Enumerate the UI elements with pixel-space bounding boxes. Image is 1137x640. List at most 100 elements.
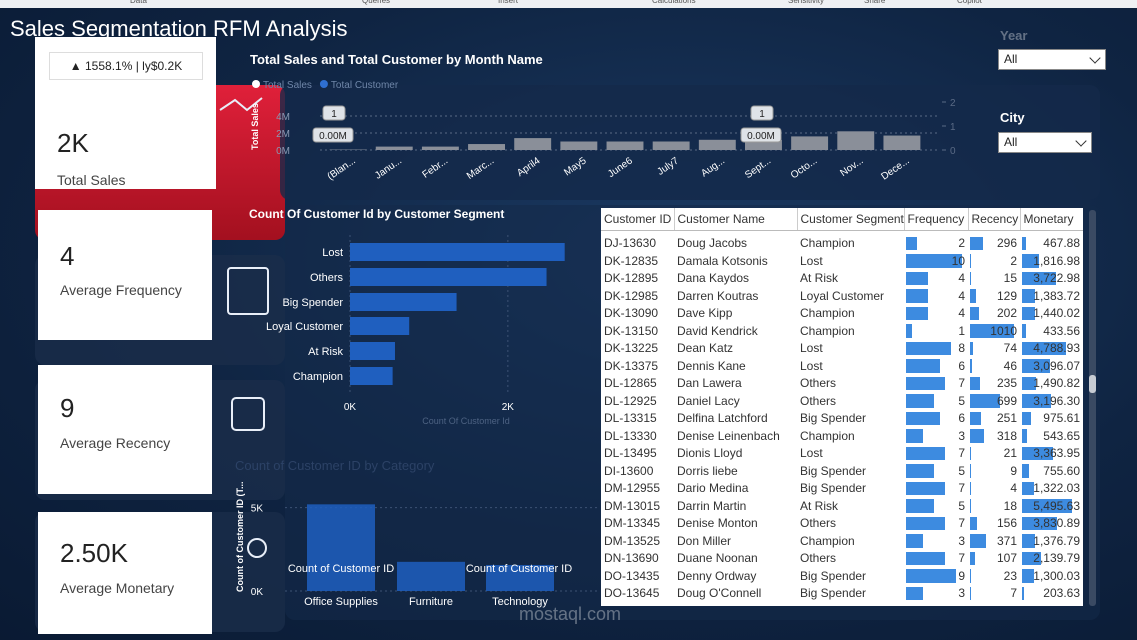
cell-text: 5 xyxy=(958,463,965,478)
table-row: DK-13150 David Kendrick Champion 1 1010 433.5… xyxy=(601,322,1083,340)
data-label: Count of Customer ID xyxy=(288,563,394,575)
bar xyxy=(350,317,410,335)
cell-text: 3 xyxy=(958,428,965,443)
table-cell: 1 xyxy=(904,322,968,340)
tooltip-text: 1 xyxy=(331,109,337,120)
table-cell: Dan Lawera xyxy=(677,376,742,391)
table-cell: 371 xyxy=(968,532,1020,550)
cell-text: 3,096.07 xyxy=(1033,358,1080,373)
table-cell: DK-13150 xyxy=(604,323,659,338)
data-bar xyxy=(906,586,923,600)
cell-text: 467.88 xyxy=(1043,236,1080,251)
kpi-label: Average Frequency xyxy=(60,282,182,298)
filter-dropdown[interactable]: All xyxy=(998,49,1106,70)
table-cell: 5,495.63 xyxy=(1020,497,1083,515)
data-bar xyxy=(906,551,946,565)
table-cell: Dennis Kane xyxy=(677,358,746,373)
filter-dropdown[interactable]: All xyxy=(998,132,1092,153)
table-cell: 755.60 xyxy=(1020,462,1083,480)
column-header[interactable]: Customer ID xyxy=(601,208,675,231)
table-row: DM-13345 Denise Monton Others 7 156 3,830.89 xyxy=(601,515,1083,533)
table-cell: 1,383.72 xyxy=(1020,287,1083,305)
table-cell: 1,300.03 xyxy=(1020,567,1083,585)
table-cell: Champion xyxy=(800,428,855,443)
column-header[interactable]: Monetary xyxy=(1020,208,1083,231)
chart-panel xyxy=(280,85,1100,200)
table-cell: 1,322.03 xyxy=(1020,480,1083,498)
table-cell: 3,096.07 xyxy=(1020,357,1083,375)
table-cell: 6 xyxy=(904,357,968,375)
table-cell: 10 xyxy=(904,252,968,270)
data-bar xyxy=(906,429,923,443)
legend-label: Total Sales xyxy=(263,80,312,91)
kpi-label: Total Sales xyxy=(57,172,126,188)
table-cell: Doug Jacobs xyxy=(677,236,748,251)
data-bar xyxy=(970,551,975,565)
column-header[interactable]: Customer Segment xyxy=(797,208,905,231)
cell-text: 755.60 xyxy=(1043,463,1080,478)
ribbon-tab: Share xyxy=(864,0,886,5)
table-row: DK-13225 Dean Katz Lost 8 74 4,788.93 xyxy=(601,340,1083,358)
column-header[interactable]: Frequency xyxy=(904,208,969,231)
data-bar xyxy=(906,446,946,460)
filter-label: City xyxy=(1000,110,1025,125)
table-cell: 4 xyxy=(904,270,968,288)
table-row: DM-13015 Darrin Martin At Risk 5 18 5,495.63 xyxy=(601,497,1083,515)
data-bar xyxy=(906,341,951,355)
table-cell: Dorris liebe xyxy=(677,463,738,478)
table-cell: Champion xyxy=(800,236,855,251)
bar xyxy=(745,139,782,150)
scrollbar-thumb[interactable] xyxy=(1089,375,1096,393)
chart-title: Total Sales and Total Customer by Month … xyxy=(250,52,543,67)
cell-text: 4,788.93 xyxy=(1033,341,1080,356)
data-bar xyxy=(1022,254,1039,268)
cell-text: 3 xyxy=(958,586,965,601)
data-bar xyxy=(1022,429,1027,443)
ribbon-tab: Insert xyxy=(498,0,519,5)
cell-text: 3,196.30 xyxy=(1033,393,1080,408)
data-bar xyxy=(1022,481,1035,495)
data-bar xyxy=(906,236,918,250)
tooltip-box xyxy=(322,105,346,121)
table-cell: 467.88 xyxy=(1020,235,1083,253)
column-header[interactable]: Recency xyxy=(968,208,1021,231)
dashboard-title: Sales Segmentation RFM Analysis xyxy=(10,16,348,41)
dropdown-arrow xyxy=(1089,52,1101,64)
y-tick-label: 5K xyxy=(251,504,264,515)
table-cell: DL-13495 xyxy=(604,446,657,461)
bar xyxy=(421,146,459,150)
table-row: DK-12985 Darren Koutras Loyal Customer 4 129… xyxy=(601,287,1083,305)
table-row: DJ-13630 Doug Jacobs Champion 2 296 467.88 xyxy=(601,235,1083,253)
kpi-card: 9 Average Recency xyxy=(38,365,212,494)
cell-text: 371 xyxy=(996,533,1017,548)
cell-text: 2 xyxy=(1010,253,1017,268)
table-row: DL-13495 Dionis Lloyd Lost 7 21 3,363.95 xyxy=(601,445,1083,463)
cell-text: 3 xyxy=(958,533,965,548)
bar xyxy=(486,565,554,591)
kpi-value: 2.50K xyxy=(60,538,128,568)
table-cell: DK-12895 xyxy=(604,271,659,286)
cell-text: 7 xyxy=(958,376,965,391)
cell-text: 23 xyxy=(1003,568,1017,583)
table-cell: DO-13645 xyxy=(604,586,660,601)
table-cell: Others xyxy=(800,516,837,531)
x-tick-label: 2K xyxy=(502,402,515,413)
data-bar xyxy=(1022,236,1027,250)
cell-text: 3,363.95 xyxy=(1033,446,1080,461)
cell-text: 18 xyxy=(1003,498,1017,513)
table-cell: 1,490.82 xyxy=(1020,375,1083,393)
data-bar xyxy=(906,359,940,373)
column-header[interactable]: Customer Name xyxy=(674,208,798,231)
table-cell: 4 xyxy=(904,305,968,323)
chart-title: Count Of Customer Id by Customer Segment xyxy=(249,207,504,221)
legend-label: Total Customer xyxy=(331,80,399,91)
x-tick-label: Technology xyxy=(492,596,548,608)
data-bar xyxy=(970,306,979,320)
table-cell: 5 xyxy=(904,497,968,515)
table-cell: 4 xyxy=(968,480,1020,498)
data-bar xyxy=(970,376,981,390)
cell-text: 296 xyxy=(996,236,1017,251)
table-cell: 15 xyxy=(968,270,1020,288)
data-bar xyxy=(970,289,976,303)
